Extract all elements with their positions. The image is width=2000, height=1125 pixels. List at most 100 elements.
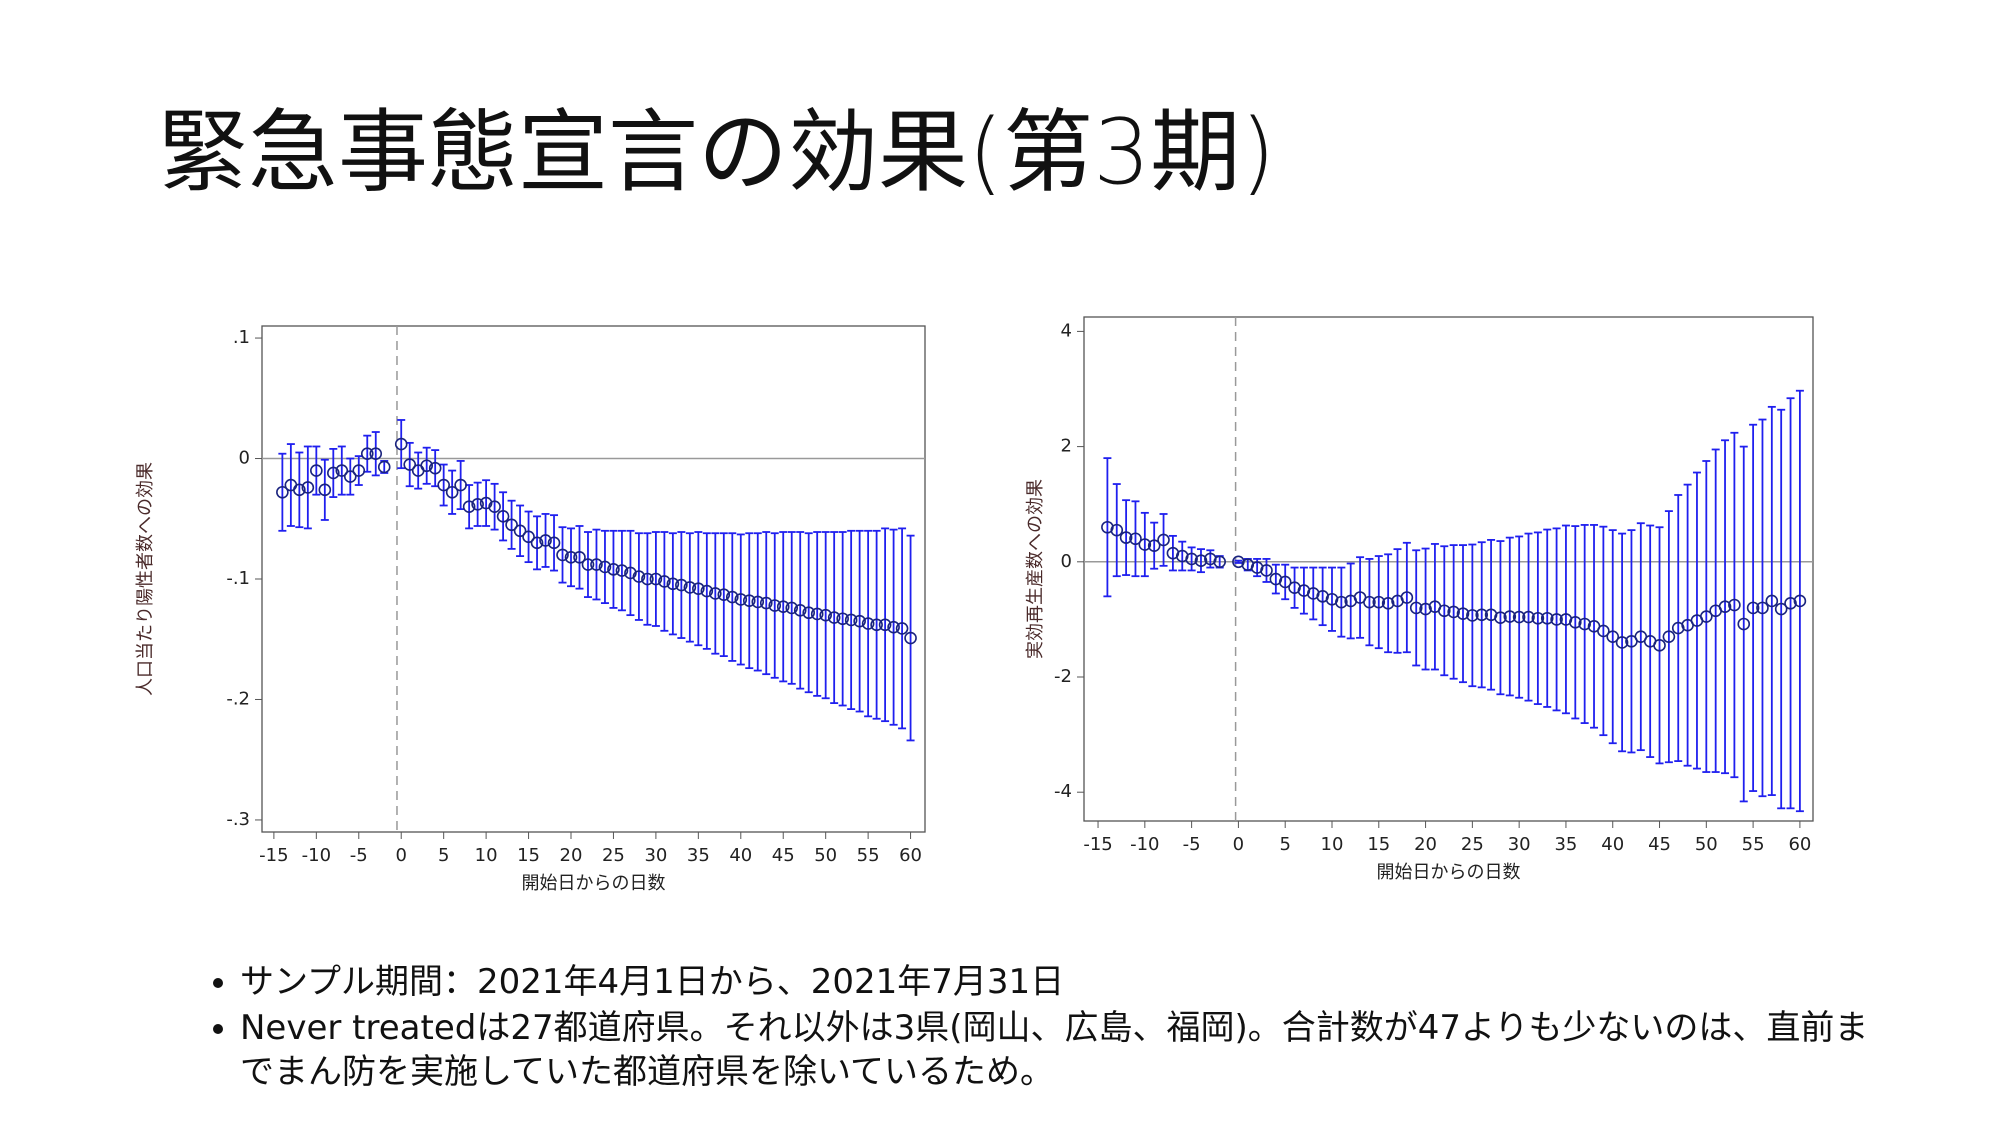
point <box>853 614 866 628</box>
point <box>717 588 731 601</box>
point <box>1784 596 1797 610</box>
x-tick-label: 20 <box>560 845 583 866</box>
point <box>360 447 374 461</box>
point <box>1728 598 1741 612</box>
point <box>352 464 366 477</box>
point <box>785 601 799 615</box>
point <box>641 572 654 586</box>
point <box>369 447 383 461</box>
point <box>420 459 433 473</box>
point <box>335 464 349 477</box>
point <box>1531 611 1545 625</box>
point <box>479 496 493 510</box>
point <box>403 458 417 471</box>
y-tick-label: -.3 <box>226 809 250 830</box>
point <box>1157 533 1170 547</box>
point <box>1119 531 1133 544</box>
point <box>1475 608 1489 622</box>
x-tick-label: 0 <box>1233 834 1244 855</box>
point <box>377 460 391 474</box>
point <box>759 596 773 610</box>
point <box>462 500 476 514</box>
y-tick-label: -.1 <box>226 568 250 589</box>
y-axis-label: 人口当たり陽性者数への効果 <box>135 462 156 696</box>
point <box>454 478 467 492</box>
point <box>1129 532 1142 546</box>
x-tick-label: -10 <box>1130 834 1159 855</box>
point <box>513 524 527 538</box>
point <box>1419 602 1432 616</box>
point <box>310 464 323 477</box>
x-tick-label: 55 <box>1742 834 1765 855</box>
y-axis-label: 実効再生産数への効果 <box>1025 479 1046 659</box>
point <box>624 566 637 580</box>
point <box>1335 595 1348 609</box>
x-tick-label: 50 <box>814 845 837 866</box>
point <box>1372 595 1386 609</box>
point <box>1774 602 1788 616</box>
point <box>819 608 832 622</box>
point <box>1110 523 1124 537</box>
x-tick-label: 35 <box>687 845 710 866</box>
point <box>1756 601 1769 615</box>
x-tick-label: 5 <box>438 845 449 866</box>
slide-title: 緊急事態宣言の効果(第3期) <box>158 100 1276 205</box>
plot-frame <box>1083 316 1814 822</box>
point <box>1194 554 1208 567</box>
point <box>836 612 849 626</box>
point <box>1503 610 1517 623</box>
x-tick-label: 25 <box>602 845 625 866</box>
point <box>1138 538 1152 551</box>
x-tick-label: 40 <box>1601 834 1624 855</box>
point <box>870 618 883 632</box>
point <box>1718 600 1732 614</box>
y-tick-label: -2 <box>1054 666 1072 687</box>
point <box>1765 594 1779 608</box>
x-tick-label: 35 <box>1554 834 1577 855</box>
point <box>844 613 858 627</box>
y-tick-label: 2 <box>1061 436 1072 457</box>
bullet: Never treatedは27都道府県。それ以外は3県(岡山、広島、福岡)。合… <box>240 1006 1900 1094</box>
point <box>827 611 841 624</box>
point <box>1569 615 1582 629</box>
x-tick-label: -5 <box>1183 834 1201 855</box>
point <box>1578 617 1591 631</box>
x-tick-label: 45 <box>1648 834 1671 855</box>
x-tick-label: 25 <box>1461 834 1484 855</box>
point <box>573 551 586 564</box>
point <box>607 563 620 576</box>
point <box>581 558 595 571</box>
x-tick-label: 15 <box>517 845 540 866</box>
point <box>1550 613 1563 626</box>
point <box>878 618 892 632</box>
bullet: サンプル期間：2021年4月1日から、2021年7月31日 <box>240 960 1900 1004</box>
point <box>1746 601 1760 615</box>
point <box>904 631 917 645</box>
point <box>810 607 824 621</box>
y-tick-label: 0 <box>1061 551 1072 572</box>
y-tick-label: 0 <box>239 448 250 469</box>
point <box>1278 575 1292 589</box>
point <box>505 518 518 532</box>
point <box>1456 607 1470 620</box>
x-axis-label: 開始日からの日数 <box>522 873 666 894</box>
point <box>1185 552 1198 566</box>
point <box>1606 630 1620 643</box>
point <box>709 587 722 600</box>
point <box>658 575 671 588</box>
point <box>496 510 510 523</box>
point <box>590 558 603 571</box>
x-tick-label: -15 <box>259 845 288 866</box>
point <box>768 599 782 612</box>
point <box>394 437 408 451</box>
x-tick-label: -10 <box>302 845 331 866</box>
y-tick-label: 4 <box>1061 320 1072 341</box>
point <box>539 534 552 547</box>
point <box>802 606 815 620</box>
point <box>725 590 739 604</box>
point <box>692 582 705 595</box>
point <box>1540 611 1554 625</box>
x-tick-label: 40 <box>729 845 752 866</box>
point <box>861 617 875 630</box>
